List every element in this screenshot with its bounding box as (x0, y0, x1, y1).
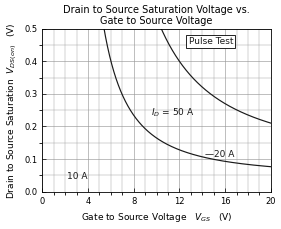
Text: Pulse Test: Pulse Test (189, 37, 233, 46)
Title: Drain to Source Saturation Voltage vs.
Gate to Source Voltage: Drain to Source Saturation Voltage vs. G… (63, 5, 250, 27)
X-axis label: Gate to Source Voltage   $V_{GS}$   (V): Gate to Source Voltage $V_{GS}$ (V) (81, 211, 232, 224)
Y-axis label: Drain to Source Saturation  $V_{DS(on)}$   (V): Drain to Source Saturation $V_{DS(on)}$ … (5, 22, 19, 199)
Text: $I_D$ = 50 A: $I_D$ = 50 A (151, 106, 194, 119)
Text: 10 A: 10 A (67, 172, 88, 180)
Text: —20 A: —20 A (205, 150, 234, 159)
